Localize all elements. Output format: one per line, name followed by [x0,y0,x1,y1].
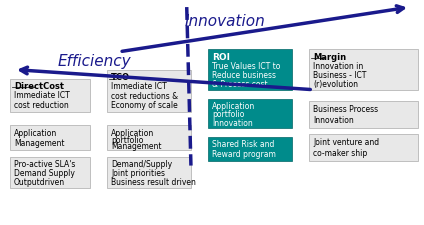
Text: TCO: TCO [111,73,130,82]
FancyBboxPatch shape [107,70,191,112]
Text: Application: Application [14,128,57,137]
Text: Pro-active SLA's: Pro-active SLA's [14,160,75,169]
Text: True Values ICT to: True Values ICT to [212,61,280,70]
Text: Management: Management [111,142,162,151]
FancyBboxPatch shape [10,126,90,150]
Text: Business result driven: Business result driven [111,177,196,186]
Text: Joint venture and: Joint venture and [313,137,379,146]
Text: Economy of scale: Economy of scale [111,101,178,110]
FancyBboxPatch shape [10,79,90,112]
Text: ROI: ROI [212,53,230,62]
FancyBboxPatch shape [10,157,90,188]
FancyBboxPatch shape [309,135,418,161]
FancyBboxPatch shape [309,50,418,90]
Text: cost reduction: cost reduction [14,101,69,109]
Text: Application: Application [212,102,255,111]
Text: Innovation in: Innovation in [313,61,363,70]
Text: Shared Risk and: Shared Risk and [212,140,274,148]
Text: Immediate ICT: Immediate ICT [14,90,70,99]
Text: Application: Application [111,128,154,137]
Text: DirectCost: DirectCost [14,82,64,91]
Text: Business - ICT: Business - ICT [313,70,366,79]
Text: (r)evolution: (r)evolution [313,79,358,88]
Text: Demand Supply: Demand Supply [14,169,75,178]
FancyBboxPatch shape [309,101,418,128]
Text: & Process cost: & Process cost [212,79,268,88]
Text: Reduce business: Reduce business [212,70,276,79]
Text: Management: Management [14,139,64,147]
Text: Immediate ICT: Immediate ICT [111,81,167,90]
Text: Reward program: Reward program [212,150,276,159]
Text: Demand/Supply: Demand/Supply [111,160,172,169]
Text: portfolio: portfolio [212,110,244,119]
Text: Innovation: Innovation [184,14,265,29]
FancyBboxPatch shape [208,99,292,128]
Text: Efficiency: Efficiency [57,54,131,69]
Text: Innovation: Innovation [212,118,253,127]
Text: Innovation: Innovation [313,115,354,124]
FancyBboxPatch shape [208,137,292,161]
FancyBboxPatch shape [208,50,292,90]
Text: cost reductions &: cost reductions & [111,91,178,100]
Text: Outputdriven: Outputdriven [14,177,65,186]
Text: Margin: Margin [313,53,346,62]
FancyBboxPatch shape [107,157,191,188]
Text: Business Process: Business Process [313,104,378,113]
Text: portfolio: portfolio [111,135,143,144]
Text: Joint priorities: Joint priorities [111,169,165,178]
Text: co-maker ship: co-maker ship [313,148,367,157]
FancyBboxPatch shape [107,126,191,150]
